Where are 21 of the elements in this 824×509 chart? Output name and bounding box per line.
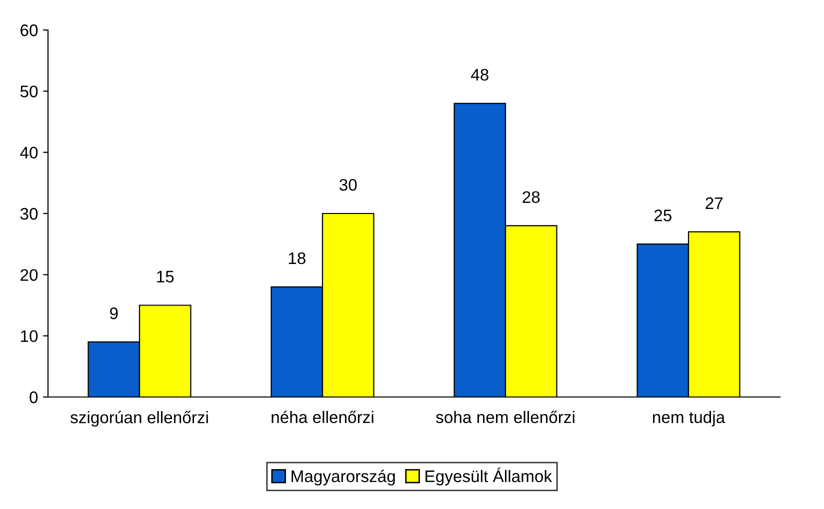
data-label: 48: [470, 68, 488, 81]
x-tick-label: soha nem ellenőrzi: [436, 410, 574, 424]
y-tick-label: 30: [20, 208, 38, 220]
data-label: 30: [339, 178, 357, 191]
y-tick-label: 20: [20, 269, 38, 281]
y-tick-label: 0: [30, 391, 38, 404]
y-tick-label: 60: [20, 24, 38, 36]
x-tick-label: néha ellenőrzi: [272, 410, 374, 424]
data-label: 27: [706, 197, 723, 209]
x-tick-label: nem tudja: [653, 410, 726, 426]
y-tick-label: 10: [21, 330, 38, 342]
data-label: 15: [157, 270, 174, 283]
data-label: 9: [110, 307, 118, 320]
legend-label: Egyesült Államok: [426, 468, 552, 486]
y-tick-label: 40: [20, 146, 38, 159]
legend-label: Magyarország: [292, 470, 395, 486]
data-label: 28: [522, 191, 540, 203]
data-label: 18: [288, 252, 306, 264]
x-tick-label: szigorúan ellenőrzi: [70, 410, 208, 427]
y-tick-label: 50: [20, 86, 38, 98]
data-label: 25: [654, 210, 672, 222]
